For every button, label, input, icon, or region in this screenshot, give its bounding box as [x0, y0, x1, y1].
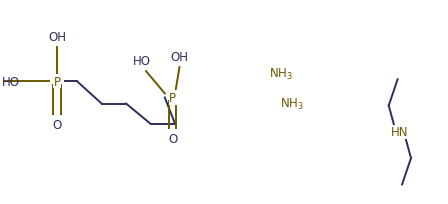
- Text: NH$_3$: NH$_3$: [280, 96, 304, 112]
- Text: O: O: [52, 118, 62, 131]
- Text: HO: HO: [2, 75, 20, 88]
- Text: P: P: [169, 92, 177, 104]
- Text: OH: OH: [171, 51, 189, 64]
- Text: P: P: [54, 75, 60, 88]
- Text: NH$_3$: NH$_3$: [268, 66, 293, 81]
- Text: OH: OH: [48, 31, 66, 44]
- Text: O: O: [168, 132, 177, 145]
- Text: HO: HO: [133, 55, 151, 68]
- Text: HN: HN: [391, 126, 409, 139]
